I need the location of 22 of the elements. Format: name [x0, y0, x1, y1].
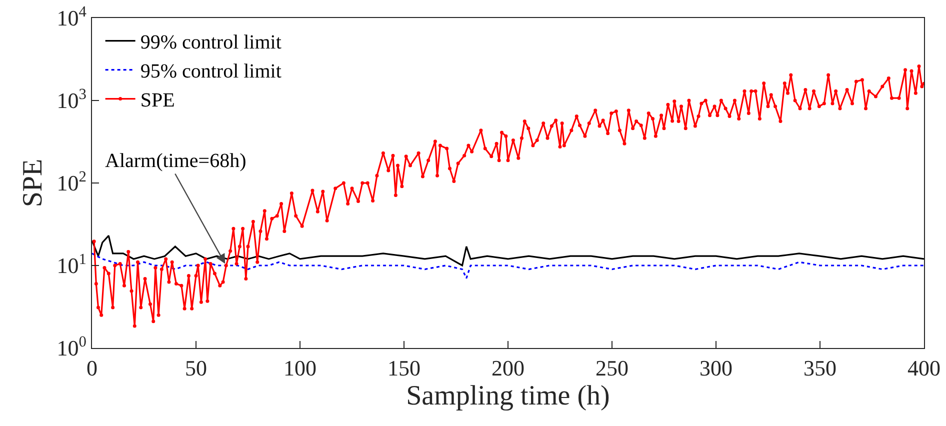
x-tick-label: 250	[596, 356, 628, 380]
legend-label: 95% control limit	[140, 60, 282, 83]
line-series	[92, 234, 924, 266]
x-axis-title: Sampling time (h)	[406, 380, 610, 412]
y-tick-label: 10$^{0}$	[56, 333, 87, 361]
y-tick-label: 10$^{3}$	[56, 86, 87, 114]
y-tick-label: 10$^{1}$	[56, 250, 86, 278]
legend-label: SPE	[140, 90, 175, 112]
x-tick-label: 200	[492, 356, 524, 380]
y-tick-label: 10$^{2}$	[56, 168, 86, 196]
x-tick-label: 350	[804, 356, 836, 380]
y-axis-title: SPE	[17, 158, 48, 208]
x-tick-label: 100	[284, 356, 316, 380]
x-tick-label: 0	[86, 356, 98, 380]
x-tick-label: 400	[908, 356, 940, 380]
annotation: Alarm(time=68h)	[105, 150, 246, 172]
legend-label: 99% control limit	[140, 32, 282, 54]
x-tick-label: 50	[185, 356, 207, 380]
y-tick-label: 10$^{4}$	[56, 3, 87, 31]
x-tick-label: 300	[700, 356, 732, 380]
x-tick-label: 150	[388, 356, 420, 380]
line-series	[92, 252, 924, 280]
